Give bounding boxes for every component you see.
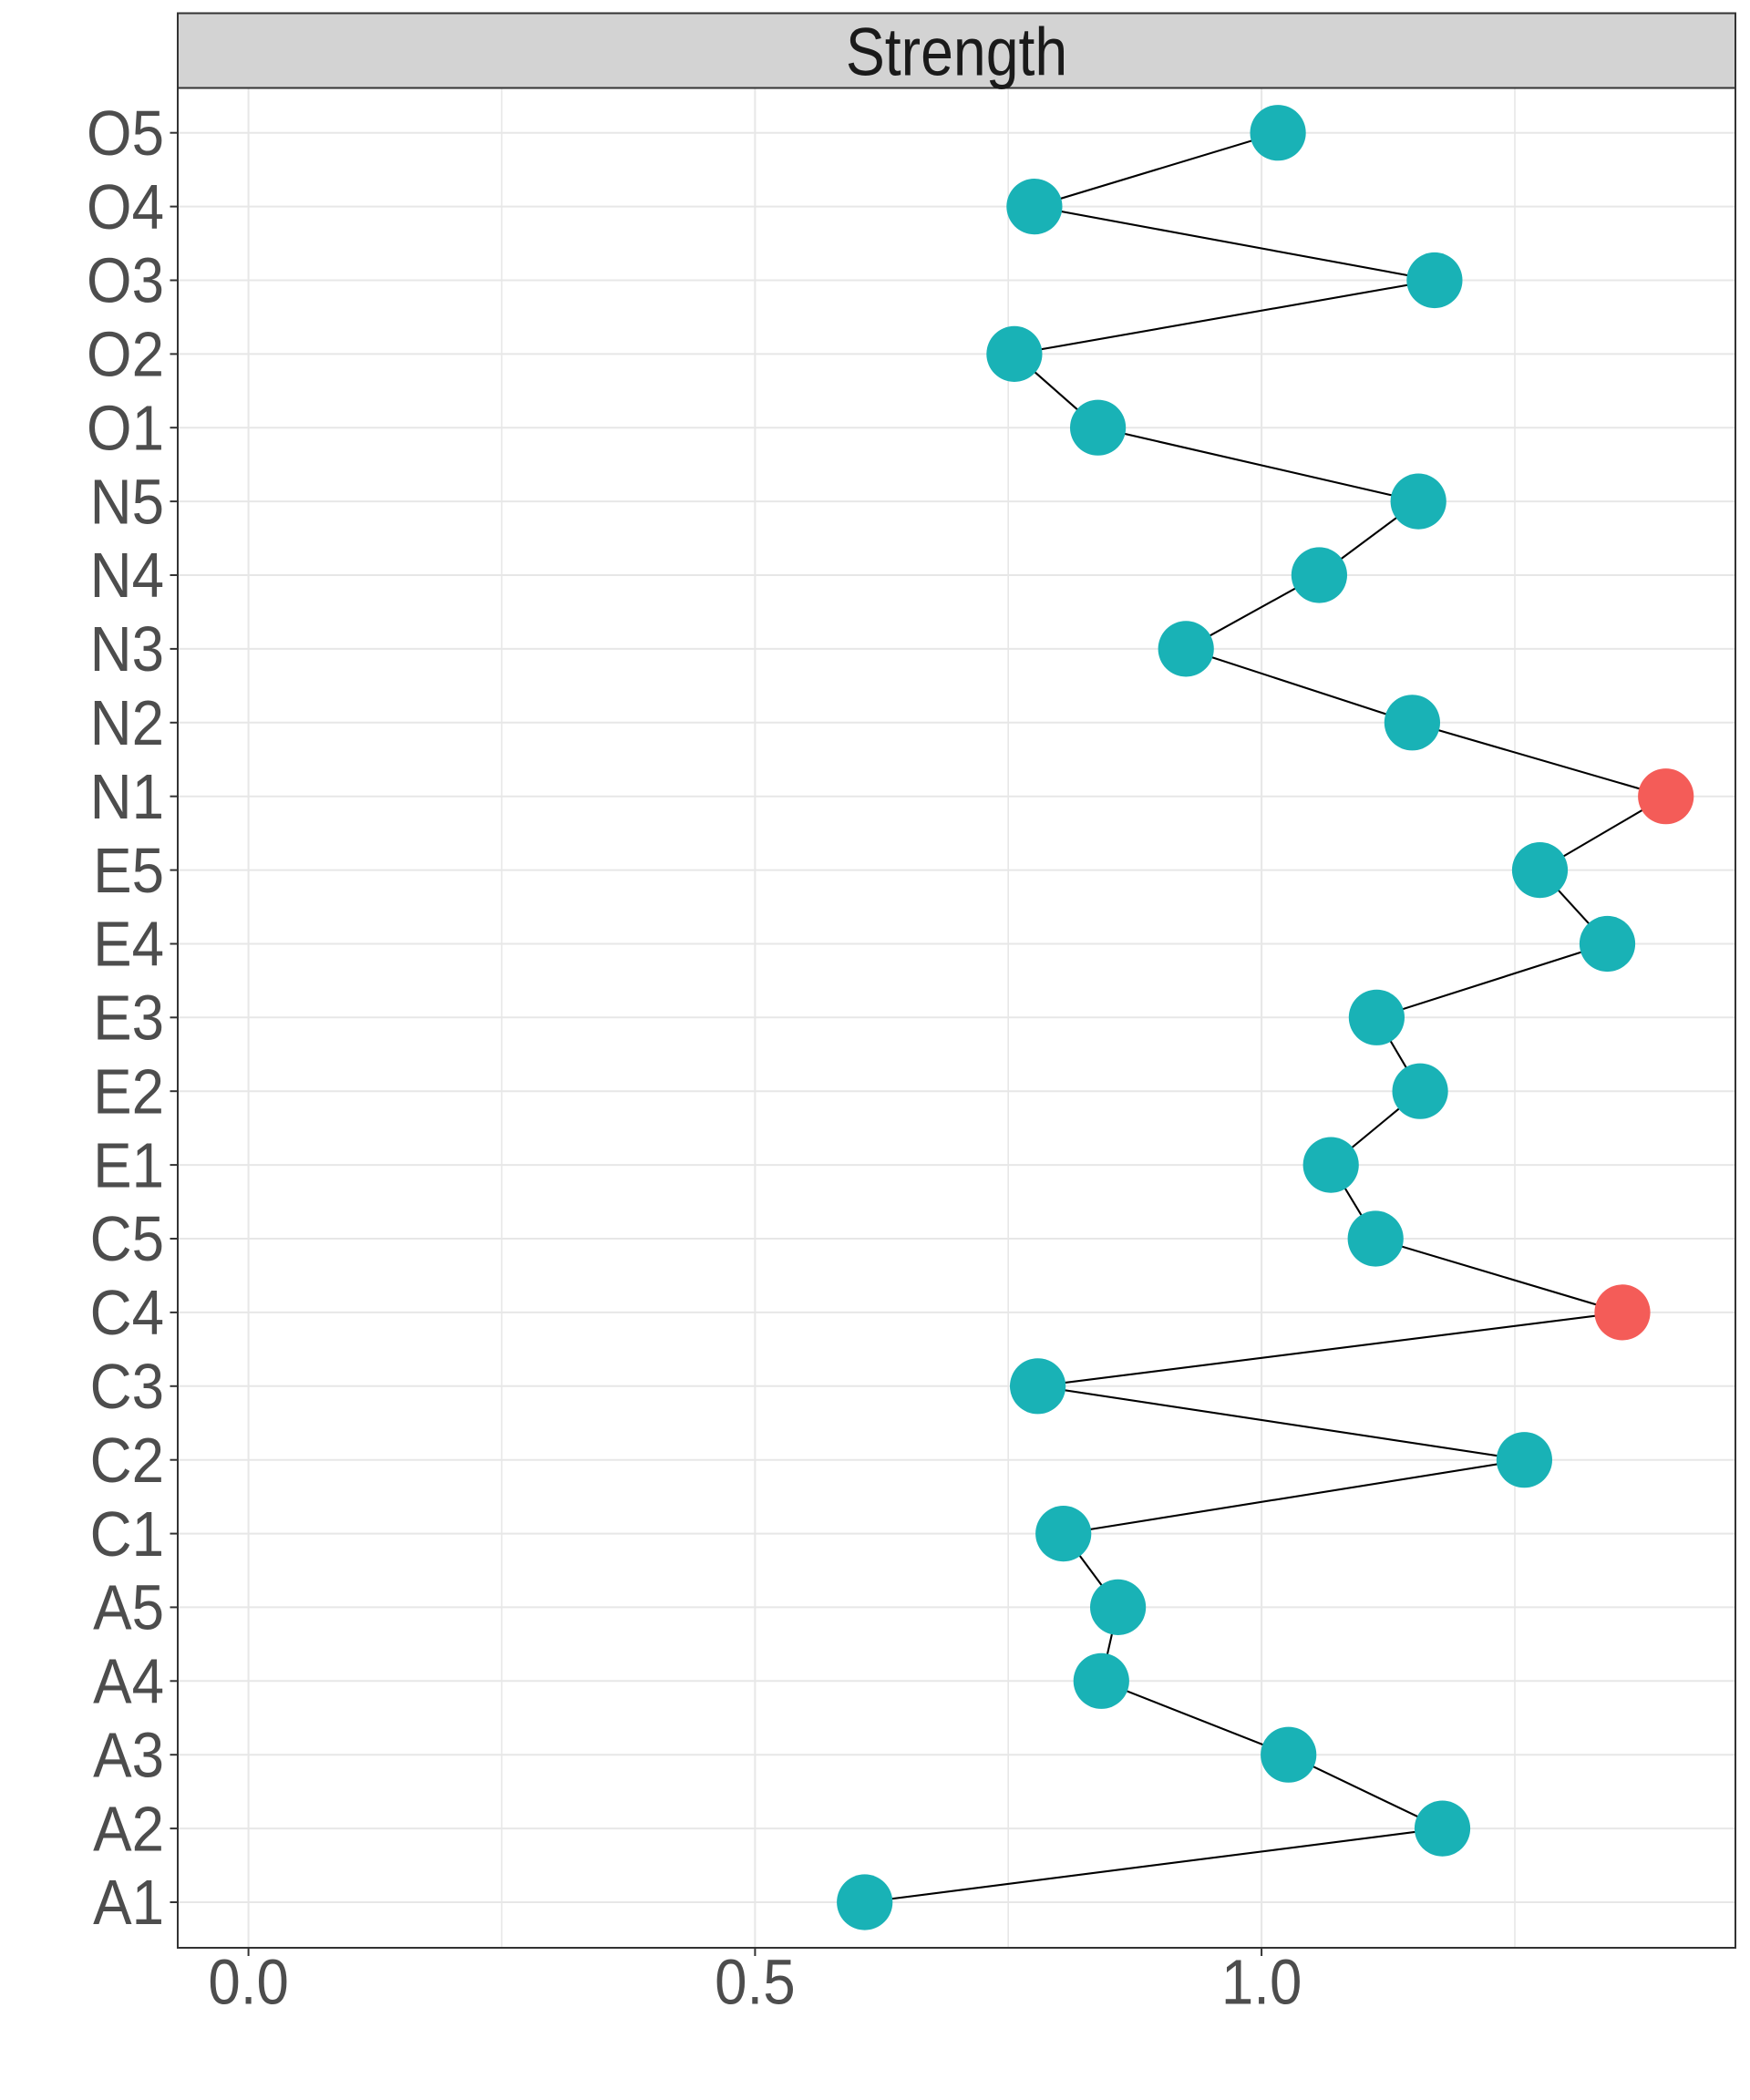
svg-text:A2: A2 bbox=[93, 1794, 164, 1865]
svg-text:N5: N5 bbox=[90, 467, 164, 538]
svg-text:E4: E4 bbox=[93, 909, 164, 980]
svg-text:A5: A5 bbox=[93, 1572, 164, 1643]
svg-text:N3: N3 bbox=[90, 613, 164, 685]
svg-text:C5: C5 bbox=[90, 1203, 164, 1274]
svg-text:C3: C3 bbox=[90, 1351, 164, 1422]
svg-text:E2: E2 bbox=[93, 1056, 164, 1127]
svg-text:O2: O2 bbox=[87, 319, 164, 390]
svg-text:E3: E3 bbox=[93, 983, 164, 1054]
svg-text:N4: N4 bbox=[90, 540, 164, 611]
svg-text:E5: E5 bbox=[93, 835, 164, 906]
svg-text:Strength: Strength bbox=[846, 14, 1067, 89]
svg-text:O4: O4 bbox=[87, 171, 164, 242]
svg-text:C1: C1 bbox=[90, 1498, 164, 1570]
svg-text:0.0: 0.0 bbox=[208, 1947, 289, 2018]
svg-text:O3: O3 bbox=[87, 245, 164, 316]
svg-text:A3: A3 bbox=[93, 1720, 164, 1791]
svg-text:C2: C2 bbox=[90, 1425, 164, 1496]
svg-text:E1: E1 bbox=[93, 1130, 164, 1201]
svg-text:A4: A4 bbox=[93, 1646, 164, 1717]
svg-text:0.5: 0.5 bbox=[715, 1947, 796, 2018]
svg-text:A1: A1 bbox=[93, 1867, 164, 1938]
svg-text:C4: C4 bbox=[90, 1277, 164, 1348]
svg-text:O5: O5 bbox=[87, 98, 164, 169]
svg-text:N1: N1 bbox=[90, 761, 164, 832]
svg-text:N2: N2 bbox=[90, 687, 164, 758]
svg-text:1.0: 1.0 bbox=[1221, 1947, 1302, 2018]
svg-text:O1: O1 bbox=[87, 393, 164, 464]
